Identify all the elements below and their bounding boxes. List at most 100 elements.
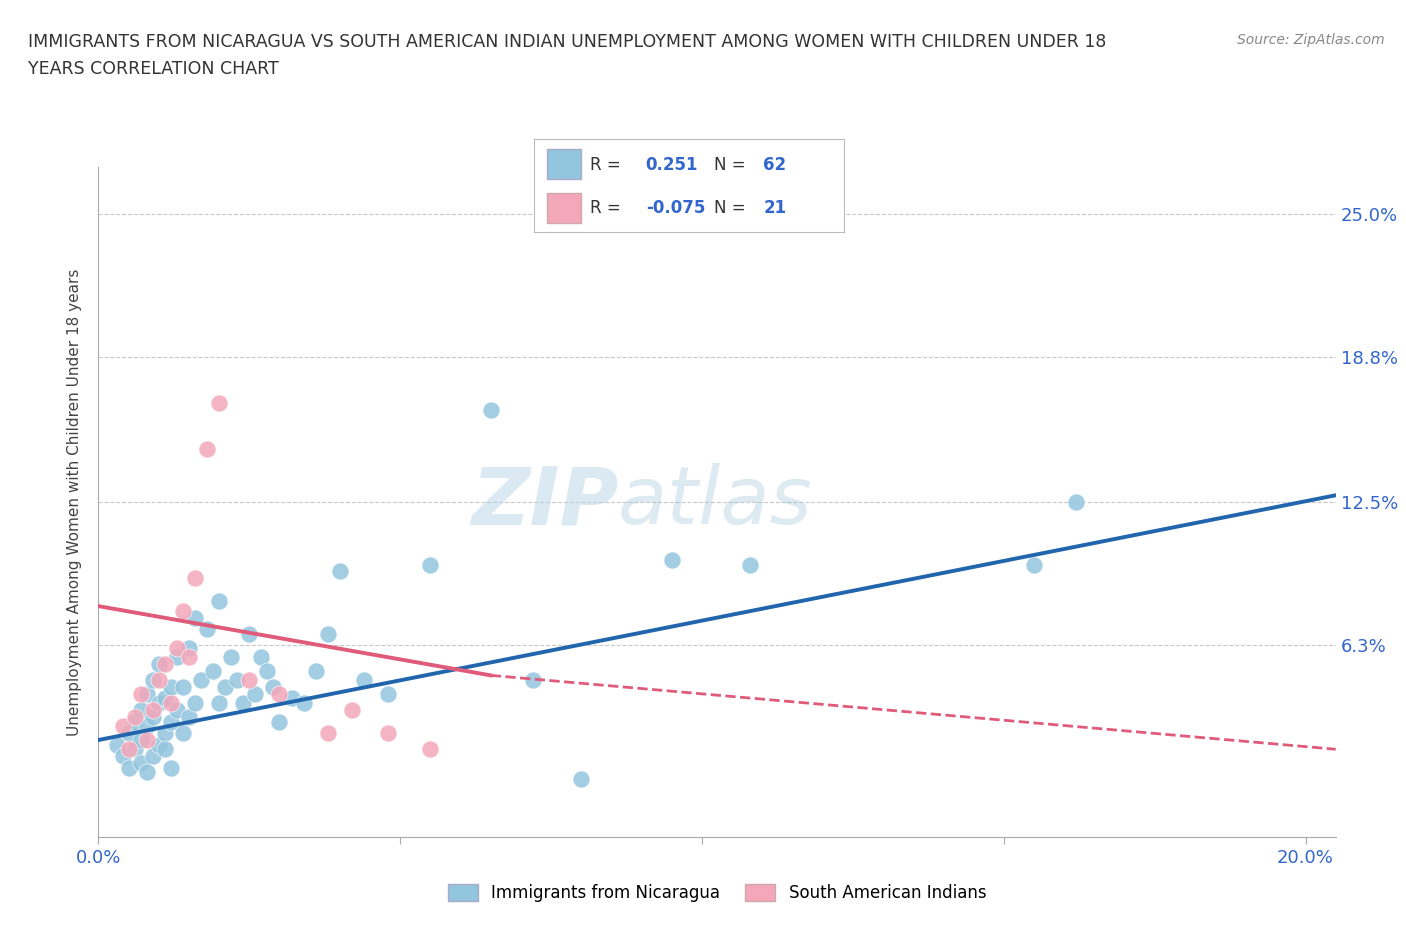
Point — [142, 702, 165, 717]
Point — [522, 672, 544, 687]
Point — [142, 672, 165, 687]
Point — [479, 403, 502, 418]
Point — [184, 610, 207, 625]
Point — [129, 733, 152, 748]
Point — [142, 749, 165, 764]
Point — [135, 719, 157, 734]
Point — [256, 663, 278, 678]
Point — [111, 749, 134, 764]
Point — [262, 680, 284, 695]
Point — [124, 714, 146, 729]
Point — [661, 552, 683, 567]
Point — [226, 672, 249, 687]
Point — [292, 696, 315, 711]
Point — [172, 725, 194, 740]
Point — [135, 764, 157, 779]
Point — [166, 649, 188, 664]
Point — [1064, 495, 1087, 510]
Point — [148, 657, 170, 671]
Point — [160, 761, 183, 776]
Text: 21: 21 — [763, 199, 786, 218]
Text: ZIP: ZIP — [471, 463, 619, 541]
Text: 62: 62 — [763, 155, 786, 174]
Point — [160, 714, 183, 729]
Point — [117, 742, 139, 757]
Point — [195, 622, 218, 637]
Point — [177, 640, 200, 655]
Text: atlas: atlas — [619, 463, 813, 541]
Point — [377, 725, 399, 740]
Point — [740, 557, 762, 572]
Point — [153, 691, 176, 706]
Text: YEARS CORRELATION CHART: YEARS CORRELATION CHART — [28, 60, 278, 78]
Point — [219, 649, 242, 664]
Text: Source: ZipAtlas.com: Source: ZipAtlas.com — [1237, 33, 1385, 46]
Point — [117, 761, 139, 776]
Point — [269, 686, 291, 701]
Point — [208, 594, 231, 609]
Point — [1022, 557, 1045, 572]
Point — [124, 710, 146, 724]
Text: 0.251: 0.251 — [645, 155, 699, 174]
Point — [419, 742, 441, 757]
Point — [340, 702, 363, 717]
Text: N =: N = — [714, 199, 751, 218]
Text: -0.075: -0.075 — [645, 199, 704, 218]
Bar — [547, 193, 581, 223]
Point — [177, 649, 200, 664]
Point — [353, 672, 375, 687]
Point — [148, 737, 170, 752]
Point — [160, 696, 183, 711]
Point — [569, 772, 592, 787]
Point — [129, 756, 152, 771]
Point — [208, 696, 231, 711]
Point — [105, 737, 128, 752]
Point — [153, 742, 176, 757]
Point — [232, 696, 254, 711]
Point — [124, 742, 146, 757]
Point — [184, 696, 207, 711]
Point — [269, 714, 291, 729]
Point — [329, 564, 352, 578]
Point — [153, 657, 176, 671]
Legend: Immigrants from Nicaragua, South American Indians: Immigrants from Nicaragua, South America… — [441, 878, 993, 909]
Point — [184, 571, 207, 586]
Point — [129, 702, 152, 717]
Point — [111, 719, 134, 734]
Point — [177, 710, 200, 724]
Point — [316, 627, 339, 642]
Point — [117, 725, 139, 740]
Point — [172, 604, 194, 618]
Point — [238, 627, 260, 642]
Point — [135, 733, 157, 748]
Text: IMMIGRANTS FROM NICARAGUA VS SOUTH AMERICAN INDIAN UNEMPLOYMENT AMONG WOMEN WITH: IMMIGRANTS FROM NICARAGUA VS SOUTH AMERI… — [28, 33, 1107, 50]
Point — [142, 710, 165, 724]
Point — [316, 725, 339, 740]
Point — [172, 680, 194, 695]
Text: N =: N = — [714, 155, 751, 174]
Point — [419, 557, 441, 572]
Point — [208, 395, 231, 410]
Point — [160, 680, 183, 695]
Point — [166, 702, 188, 717]
Point — [153, 725, 176, 740]
Point — [129, 686, 152, 701]
Point — [135, 686, 157, 701]
Text: R =: R = — [591, 199, 626, 218]
Bar — [547, 149, 581, 179]
Text: R =: R = — [591, 155, 626, 174]
Point — [148, 696, 170, 711]
Point — [202, 663, 225, 678]
Y-axis label: Unemployment Among Women with Children Under 18 years: Unemployment Among Women with Children U… — [67, 269, 83, 736]
Point — [214, 680, 236, 695]
Point — [195, 442, 218, 457]
Point — [377, 686, 399, 701]
Point — [166, 640, 188, 655]
Point — [280, 691, 302, 706]
Point — [250, 649, 273, 664]
Point — [305, 663, 328, 678]
Point — [245, 686, 267, 701]
Point — [148, 672, 170, 687]
Point — [190, 672, 212, 687]
Point — [238, 672, 260, 687]
